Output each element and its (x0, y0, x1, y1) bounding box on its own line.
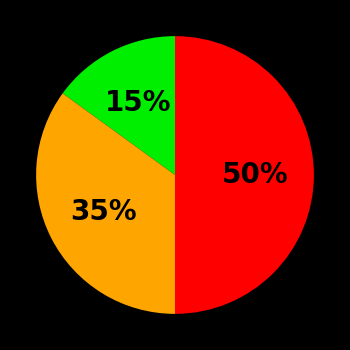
Text: 35%: 35% (70, 197, 136, 225)
Text: 15%: 15% (105, 89, 172, 117)
Text: 50%: 50% (222, 161, 289, 189)
Wedge shape (63, 36, 175, 175)
Wedge shape (36, 93, 175, 314)
Wedge shape (175, 36, 314, 314)
